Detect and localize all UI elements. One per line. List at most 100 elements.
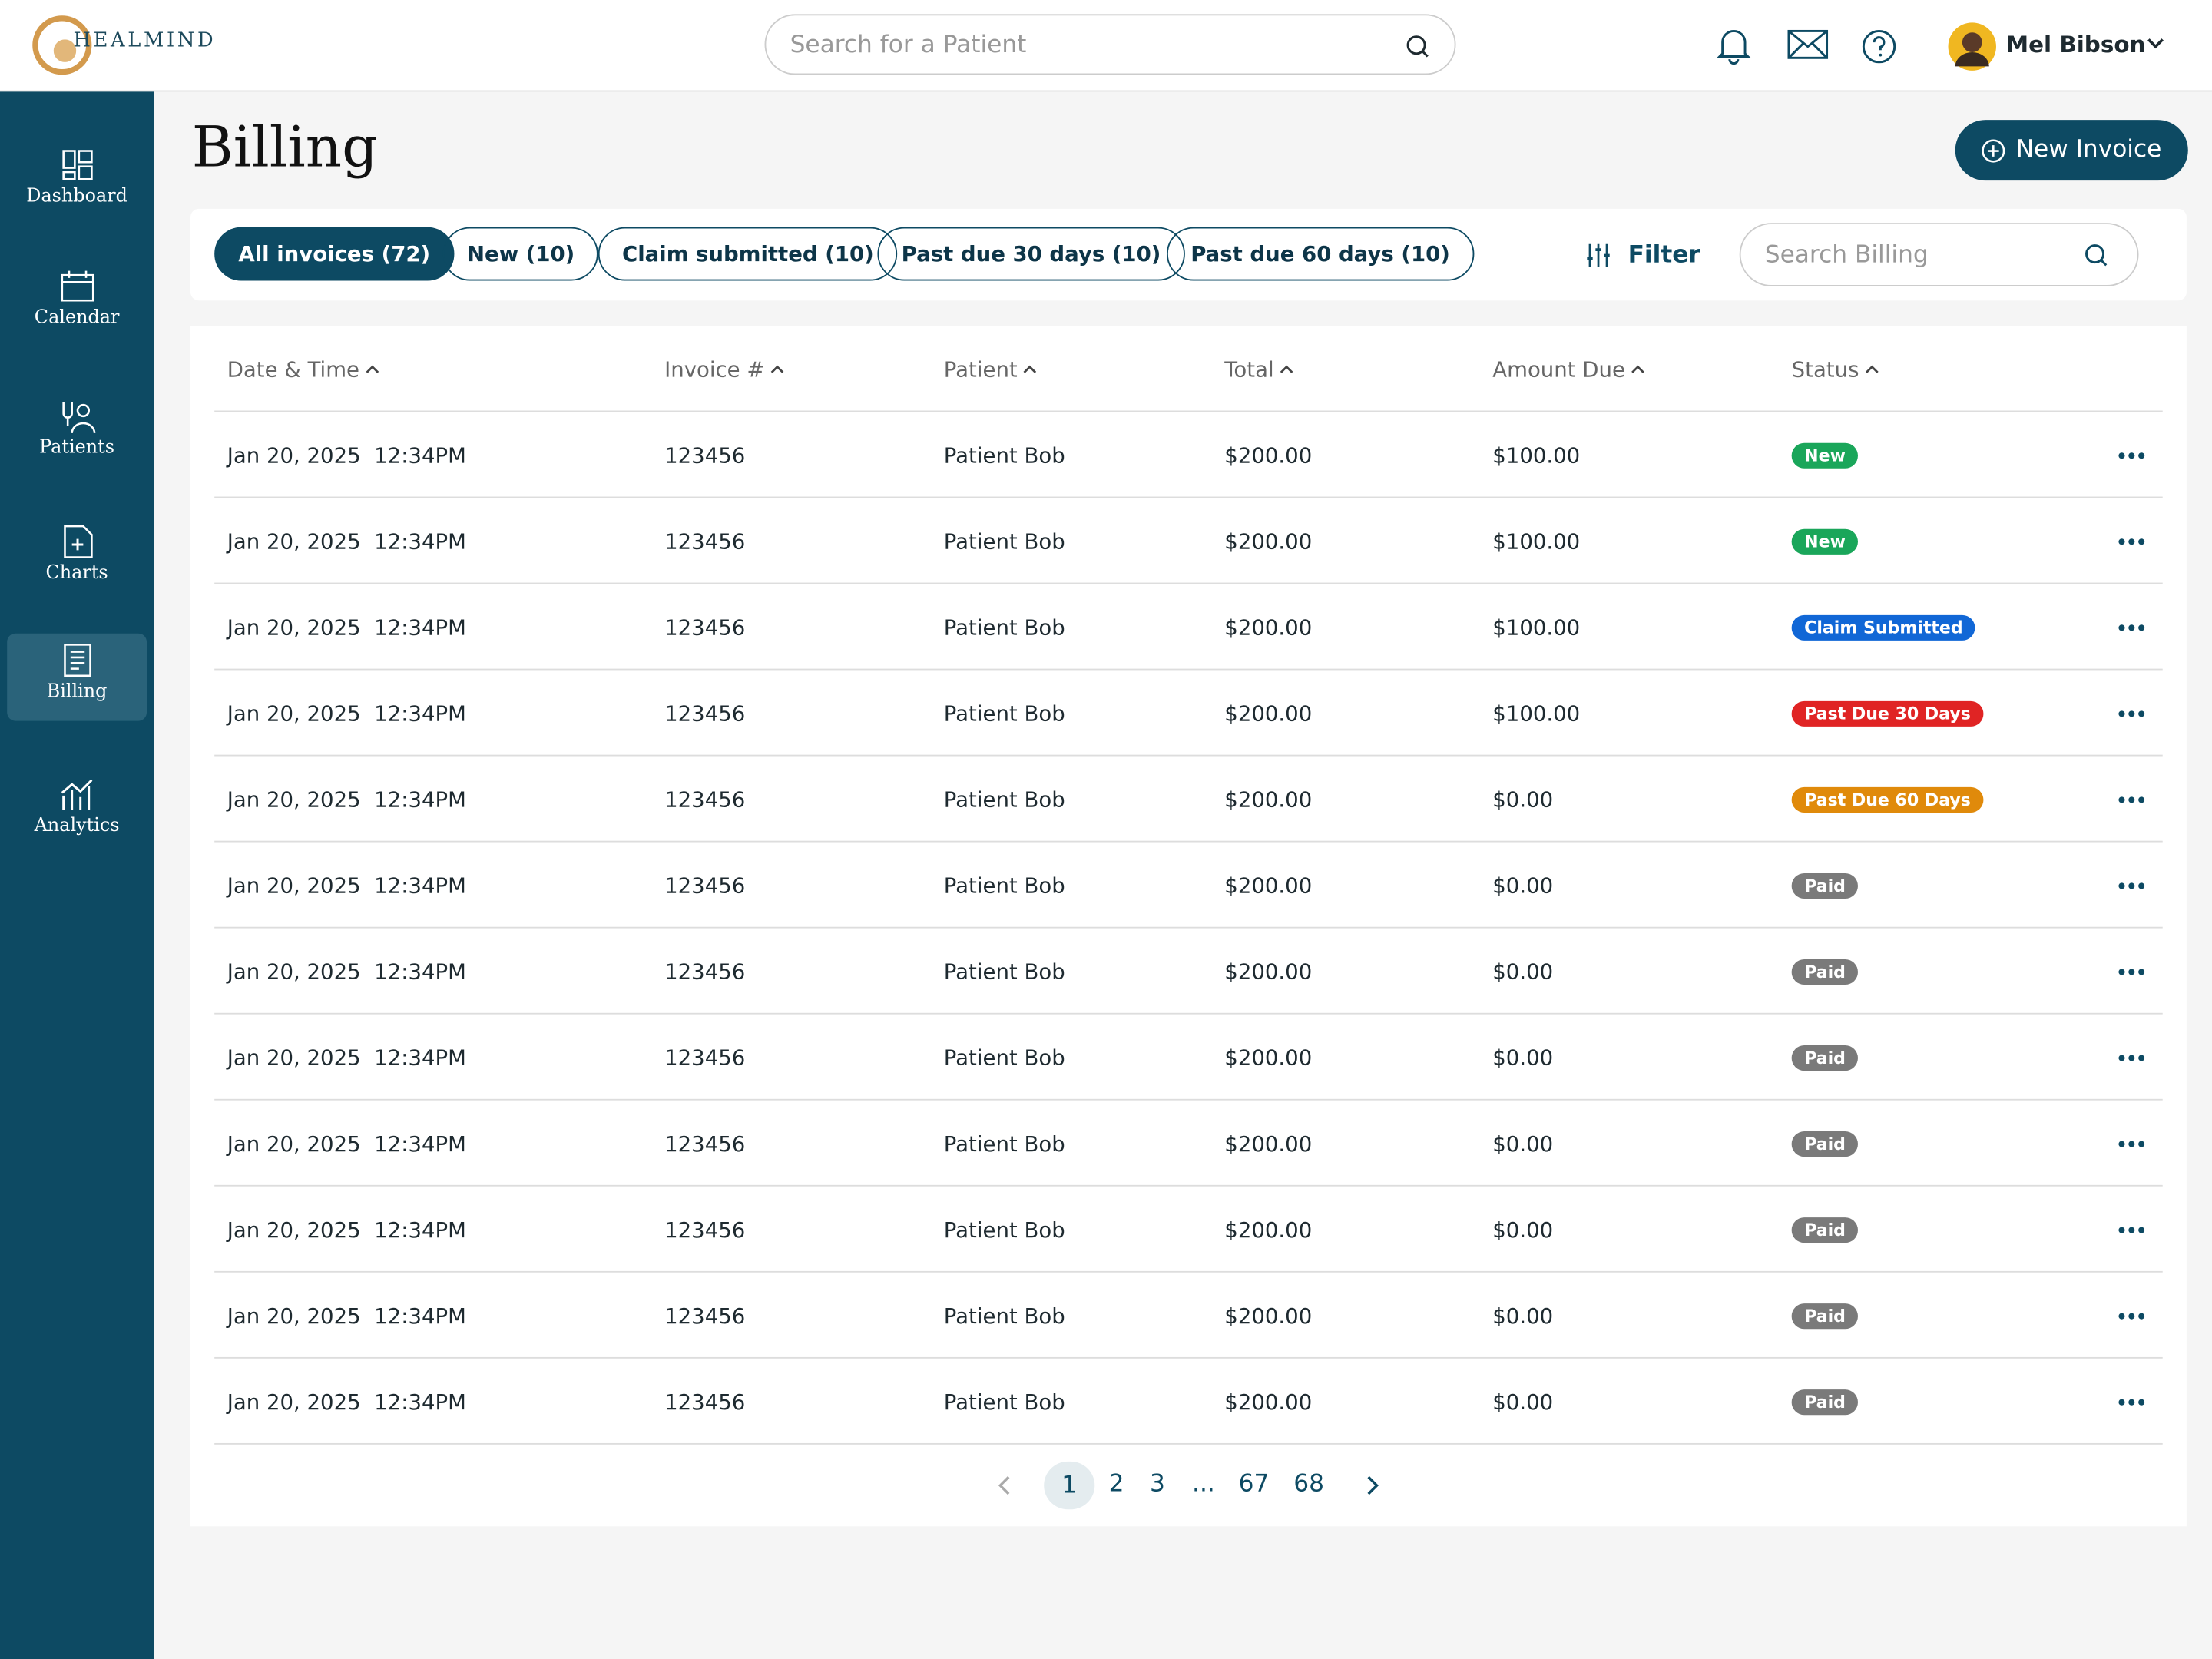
cell-amount-due: $0.00: [1492, 1217, 1554, 1243]
table-row: Jan 20, 2025 12:34PM 123456 Patient Bob $20…: [214, 1187, 2163, 1273]
row-menu[interactable]: [2118, 968, 2146, 976]
table-row: Jan 20, 2025 12:34PM 123456 Patient Bob $20…: [214, 670, 2163, 757]
page-link[interactable]: 2: [1108, 1469, 1124, 1498]
status-badge: Paid: [1791, 959, 1859, 985]
page-title: Billing: [191, 115, 379, 181]
row-menu[interactable]: [2118, 538, 2146, 546]
nav-item[interactable]: Patients: [7, 389, 147, 477]
cell-total: $200.00: [1224, 1389, 1313, 1416]
row-menu[interactable]: [2118, 882, 2146, 890]
nav-item[interactable]: Billing: [7, 633, 147, 721]
page-link[interactable]: 3: [1149, 1469, 1165, 1498]
row-menu[interactable]: [2118, 624, 2146, 632]
cell-amount-due: $0.00: [1492, 873, 1554, 899]
table-row: Jan 20, 2025 12:34PM 123456 Patient Bob $20…: [214, 1273, 2163, 1359]
nav-label: Charts: [45, 562, 108, 584]
row-menu[interactable]: [2118, 1226, 2146, 1234]
top-bar: HEALMIND Search for a Patient Mel Bibson: [0, 0, 2212, 92]
nav-item[interactable]: Calendar: [7, 260, 147, 347]
filter-tab[interactable]: Past due 30 days (10): [877, 227, 1185, 281]
cell-total: $200.00: [1224, 786, 1313, 813]
cell-date: Jan 20, 2025 12:34PM: [227, 700, 466, 727]
cell-date: Jan 20, 2025 12:34PM: [227, 873, 466, 899]
avatar[interactable]: [1947, 22, 1998, 72]
column-header[interactable]: Invoice #: [664, 356, 765, 382]
cell-amount-due: $100.00: [1492, 442, 1581, 469]
status-badge: Past Due 30 Days: [1791, 700, 1984, 727]
sort-caret: [1023, 365, 1037, 373]
messages-icon[interactable]: [1787, 29, 1830, 61]
cell-date: Jan 20, 2025 12:34PM: [227, 614, 466, 641]
cell-invoice: 123456: [664, 1303, 746, 1330]
nav-label: Patients: [39, 437, 115, 459]
cell-total: $200.00: [1224, 1045, 1313, 1071]
cell-total: $200.00: [1224, 959, 1313, 985]
cell-total: $200.00: [1224, 614, 1313, 641]
cell-amount-due: $100.00: [1492, 614, 1581, 641]
page-link[interactable]: 67: [1238, 1469, 1270, 1498]
row-menu[interactable]: [2118, 452, 2146, 460]
cell-amount-due: $0.00: [1492, 959, 1554, 985]
filter-tab[interactable]: New (10): [442, 227, 599, 281]
status-badge: New: [1791, 528, 1859, 555]
table-row: Jan 20, 2025 12:34PM 123456 Patient Bob $20…: [214, 1101, 2163, 1187]
table-header: Date & Time Invoice # Patient Total Amount D…: [214, 326, 2163, 412]
filter-tab[interactable]: All invoices (72): [214, 227, 455, 281]
cell-patient: Patient Bob: [943, 959, 1065, 985]
column-header[interactable]: Amount Due: [1492, 356, 1625, 382]
column-header[interactable]: Total: [1224, 356, 1274, 382]
cell-invoice: 123456: [664, 959, 746, 985]
filter-tab[interactable]: Past due 60 days (10): [1166, 227, 1475, 281]
help-icon[interactable]: [1861, 28, 1898, 65]
cell-invoice: 123456: [664, 528, 746, 555]
search-placeholder: Search Billing: [1764, 241, 1929, 270]
status-badge: Past Due 60 Days: [1791, 786, 1984, 813]
nav-label: Dashboard: [26, 186, 127, 208]
row-menu[interactable]: [2118, 1312, 2146, 1320]
cell-patient: Patient Bob: [943, 1131, 1065, 1157]
status-badge: Paid: [1791, 1389, 1859, 1416]
invoice-table: Date & Time Invoice # Patient Total Amount D…: [190, 326, 2187, 1527]
column-header[interactable]: Status: [1791, 356, 1859, 382]
nav-item[interactable]: Dashboard: [7, 138, 147, 226]
nav-item[interactable]: Charts: [7, 515, 147, 602]
cell-invoice: 123456: [664, 614, 746, 641]
notifications-icon[interactable]: [1715, 25, 1752, 65]
page-link[interactable]: 1: [1044, 1461, 1095, 1510]
nav-item[interactable]: Analytics: [7, 767, 147, 855]
column-header[interactable]: Date & Time: [227, 356, 359, 382]
nav-icon: [60, 779, 92, 810]
cell-date: Jan 20, 2025 12:34PM: [227, 528, 466, 555]
cell-patient: Patient Bob: [943, 1389, 1065, 1416]
row-menu[interactable]: [2118, 1398, 2146, 1406]
nav-icon: [61, 402, 95, 433]
cell-total: $200.00: [1224, 873, 1313, 899]
new-invoice-button[interactable]: New Invoice: [1955, 120, 2188, 181]
filter-tab[interactable]: Claim submitted (10): [598, 227, 898, 281]
cell-patient: Patient Bob: [943, 442, 1065, 469]
cell-total: $200.00: [1224, 442, 1313, 469]
cell-invoice: 123456: [664, 442, 746, 469]
cell-date: Jan 20, 2025 12:34PM: [227, 442, 466, 469]
billing-search[interactable]: Search Billing: [1739, 223, 2139, 286]
patient-search[interactable]: Search for a Patient: [764, 14, 1456, 75]
user-menu-chevron[interactable]: [2146, 37, 2166, 51]
column-header[interactable]: Patient: [943, 356, 1018, 382]
nav-label: Calendar: [34, 307, 120, 329]
sidebar: Dashboard Calendar Patients Charts Billing An…: [0, 91, 154, 1659]
row-menu[interactable]: [2118, 710, 2146, 718]
row-menu[interactable]: [2118, 1140, 2146, 1148]
row-menu[interactable]: [2118, 796, 2146, 804]
table-row: Jan 20, 2025 12:34PM 123456 Patient Bob $20…: [214, 412, 2163, 498]
filter-label: Filter: [1628, 241, 1700, 270]
search-icon: [2085, 244, 2108, 267]
page-link[interactable]: ...: [1192, 1469, 1215, 1498]
cell-patient: Patient Bob: [943, 1303, 1065, 1330]
table-row: Jan 20, 2025 12:34PM 123456 Patient Bob $20…: [214, 1015, 2163, 1101]
cell-amount-due: $0.00: [1492, 1303, 1554, 1330]
cell-amount-due: $0.00: [1492, 1045, 1554, 1071]
page-link[interactable]: 68: [1293, 1469, 1325, 1498]
row-menu[interactable]: [2118, 1054, 2146, 1062]
user-name[interactable]: Mel Bibson: [2005, 31, 2146, 58]
